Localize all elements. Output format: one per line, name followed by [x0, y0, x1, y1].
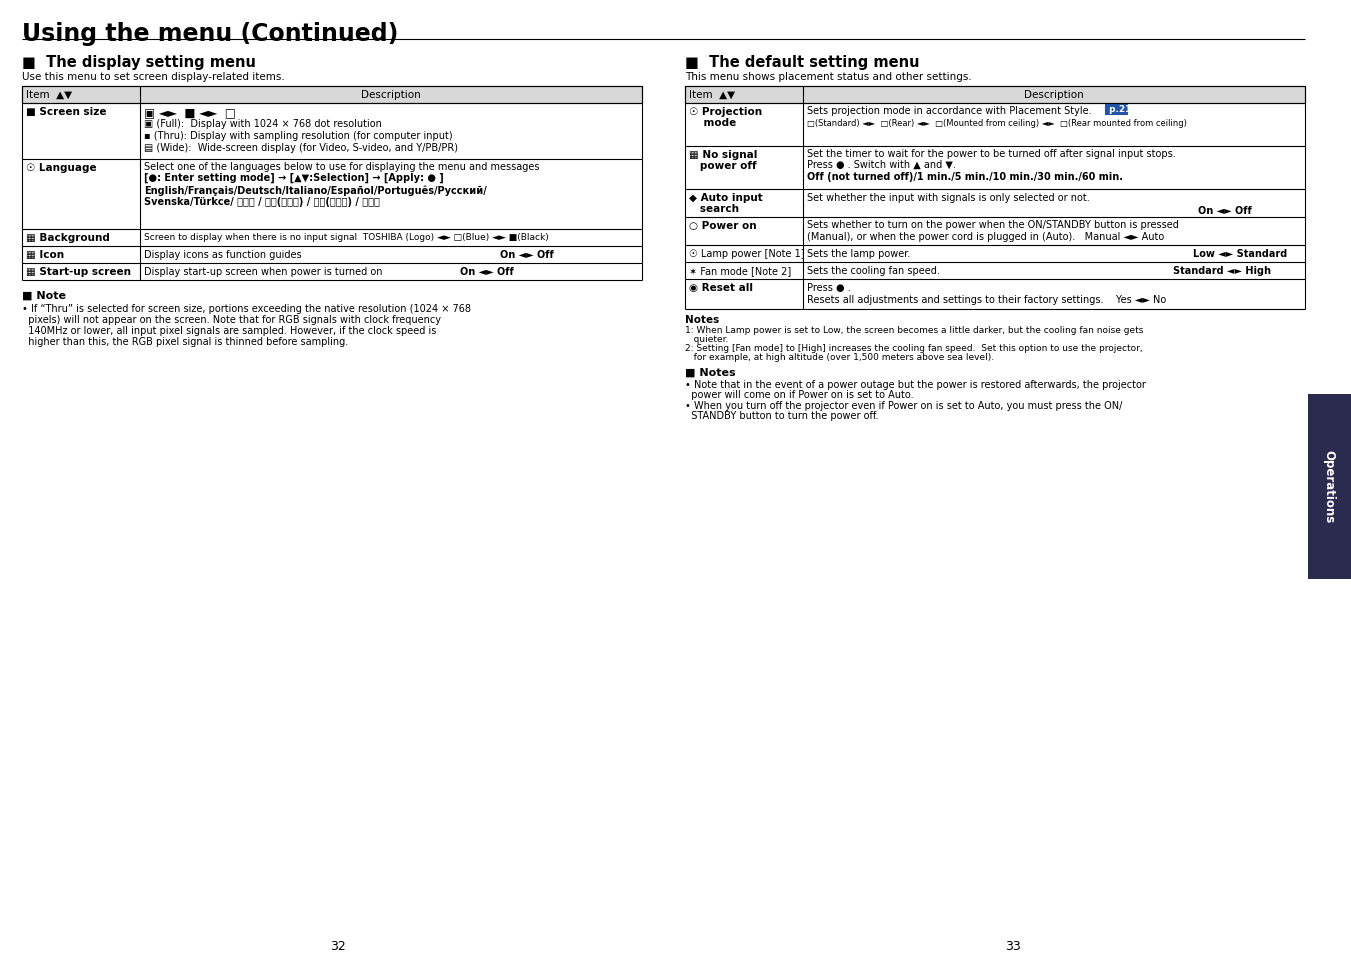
- Bar: [1105, 105, 1127, 115]
- Text: ▦ Background: ▦ Background: [26, 233, 109, 243]
- Text: quieter.: quieter.: [685, 335, 728, 344]
- Bar: [1308, 395, 1351, 579]
- Text: Display start-up screen when power is turned on: Display start-up screen when power is tu…: [145, 267, 382, 276]
- Text: Resets all adjustments and settings to their factory settings.    Yes ◄► No: Resets all adjustments and settings to t…: [807, 294, 1166, 305]
- Text: ▤ (Wide):  Wide-screen display (for Video, S-video, and Y/PB/PR): ▤ (Wide): Wide-screen display (for Video…: [145, 143, 458, 152]
- Text: ☉ Language: ☉ Language: [26, 163, 97, 172]
- Text: Description: Description: [1024, 90, 1084, 100]
- Text: ☉ Lamp power [Note 1]: ☉ Lamp power [Note 1]: [689, 249, 805, 258]
- Text: power will come on if Power on is set to Auto.: power will come on if Power on is set to…: [685, 390, 913, 399]
- Text: for example, at high altitude (over 1,500 meters above sea level).: for example, at high altitude (over 1,50…: [685, 353, 994, 361]
- Text: Screen to display when there is no input signal  TOSHIBA (Logo) ◄► □(Blue) ◄► ■(: Screen to display when there is no input…: [145, 233, 549, 242]
- Text: Set whether the input with signals is only selected or not.: Set whether the input with signals is on…: [807, 193, 1090, 203]
- Text: On ◄► Off: On ◄► Off: [500, 250, 554, 260]
- Text: p.21: p.21: [1106, 105, 1131, 113]
- Text: ■ Note: ■ Note: [22, 291, 66, 301]
- Text: Sets the lamp power.: Sets the lamp power.: [807, 249, 911, 258]
- Text: ■  The default setting menu: ■ The default setting menu: [685, 55, 920, 70]
- Text: This menu shows placement status and other settings.: This menu shows placement status and oth…: [685, 71, 971, 82]
- Text: Standard ◄► High: Standard ◄► High: [1173, 266, 1271, 275]
- Text: Use this menu to set screen display-related items.: Use this menu to set screen display-rela…: [22, 71, 285, 82]
- Text: ▣ (Full):  Display with 1024 × 768 dot resolution: ▣ (Full): Display with 1024 × 768 dot re…: [145, 119, 382, 129]
- Text: On ◄► Off: On ◄► Off: [1198, 206, 1252, 215]
- Text: Sets projection mode in accordance with Placement Style.: Sets projection mode in accordance with …: [807, 106, 1094, 116]
- Text: □(Standard) ◄►  □(Rear) ◄►  □(Mounted from ceiling) ◄►  □(Rear mounted from ceil: □(Standard) ◄► □(Rear) ◄► □(Mounted from…: [807, 119, 1188, 128]
- Text: English/Français/Deutsch/Italiano/Español/Português/Русский/: English/Français/Deutsch/Italiano/Españo…: [145, 185, 486, 195]
- Bar: [22, 87, 642, 104]
- Text: Select one of the languages below to use for displaying the menu and messages: Select one of the languages below to use…: [145, 162, 539, 172]
- Bar: [685, 87, 1305, 104]
- Text: • When you turn off the projector even if Power on is set to Auto, you must pres: • When you turn off the projector even i…: [685, 400, 1123, 411]
- Text: On ◄► Off: On ◄► Off: [459, 267, 513, 276]
- Text: Item  ▲▼: Item ▲▼: [689, 90, 735, 100]
- Text: 1: When Lamp power is set to Low, the screen becomes a little darker, but the co: 1: When Lamp power is set to Low, the sc…: [685, 326, 1143, 335]
- Text: Low ◄► Standard: Low ◄► Standard: [1193, 249, 1288, 258]
- Text: pixels) will not appear on the screen. Note that for RGB signals with clock freq: pixels) will not appear on the screen. N…: [22, 314, 440, 325]
- Text: search: search: [689, 204, 739, 213]
- Text: ▦ No signal: ▦ No signal: [689, 150, 758, 160]
- Text: ○ Power on: ○ Power on: [689, 221, 757, 231]
- Text: ▪ (Thru): Display with sampling resolution (for computer input): ▪ (Thru): Display with sampling resoluti…: [145, 131, 453, 141]
- Text: mode: mode: [689, 118, 736, 128]
- Text: ◆ Auto input: ◆ Auto input: [689, 193, 763, 203]
- Text: STANDBY button to turn the power off.: STANDBY button to turn the power off.: [685, 411, 878, 420]
- Text: Using the menu (Continued): Using the menu (Continued): [22, 22, 399, 46]
- Text: Press ● .: Press ● .: [807, 283, 851, 293]
- Text: (Manual), or when the power cord is plugged in (Auto).   Manual ◄► Auto: (Manual), or when the power cord is plug…: [807, 232, 1165, 242]
- Text: • Note that in the event of a power outage but the power is restored afterwards,: • Note that in the event of a power outa…: [685, 379, 1146, 390]
- Text: power off: power off: [689, 161, 757, 171]
- Text: ▦ Start-up screen: ▦ Start-up screen: [26, 267, 131, 276]
- Text: Set the timer to wait for the power to be turned off after signal input stops.: Set the timer to wait for the power to b…: [807, 149, 1175, 159]
- Text: Press ● . Switch with ▲ and ▼.: Press ● . Switch with ▲ and ▼.: [807, 160, 957, 170]
- Text: Operations: Operations: [1323, 450, 1336, 523]
- Text: Item  ▲▼: Item ▲▼: [26, 90, 72, 100]
- Text: Sets the cooling fan speed.: Sets the cooling fan speed.: [807, 266, 940, 275]
- Text: ▦ Icon: ▦ Icon: [26, 250, 63, 260]
- Text: Description: Description: [361, 90, 422, 100]
- Text: [●: Enter setting mode] → [▲▼:Selection] → [Apply: ● ]: [●: Enter setting mode] → [▲▼:Selection]…: [145, 172, 443, 183]
- Text: Notes: Notes: [685, 314, 719, 325]
- Text: 2: Setting [Fan mode] to [High] increases the cooling fan speed.  Set this optio: 2: Setting [Fan mode] to [High] increase…: [685, 344, 1143, 353]
- Text: ☉ Projection: ☉ Projection: [689, 107, 762, 117]
- Text: Sets whether to turn on the power when the ON/STANDBY button is pressed: Sets whether to turn on the power when t…: [807, 220, 1179, 230]
- Text: ■ Notes: ■ Notes: [685, 368, 736, 377]
- Text: higher than this, the RGB pixel signal is thinned before sampling.: higher than this, the RGB pixel signal i…: [22, 336, 349, 347]
- Text: Svenska/Türkce/ 日本語 / 中文(简体字) / 中文(繁体字) / 한국어: Svenska/Türkce/ 日本語 / 中文(简体字) / 中文(繁体字) …: [145, 196, 380, 207]
- Text: ■ Screen size: ■ Screen size: [26, 107, 107, 117]
- Text: Off (not turned off)/1 min./5 min./10 min./30 min./60 min.: Off (not turned off)/1 min./5 min./10 mi…: [807, 172, 1123, 182]
- Text: 140MHz or lower, all input pixel signals are sampled. However, if the clock spee: 140MHz or lower, all input pixel signals…: [22, 326, 436, 335]
- Text: 32: 32: [330, 939, 346, 952]
- Text: ▣ ◄►  ■ ◄►  □: ▣ ◄► ■ ◄► □: [145, 106, 236, 119]
- Text: ✶ Fan mode [Note 2]: ✶ Fan mode [Note 2]: [689, 266, 792, 275]
- Text: ◉ Reset all: ◉ Reset all: [689, 283, 753, 293]
- Text: • If “Thru” is selected for screen size, portions exceeding the native resolutio: • If “Thru” is selected for screen size,…: [22, 304, 471, 314]
- Text: 33: 33: [1005, 939, 1021, 952]
- Text: Display icons as function guides: Display icons as function guides: [145, 250, 301, 260]
- Text: ■  The display setting menu: ■ The display setting menu: [22, 55, 255, 70]
